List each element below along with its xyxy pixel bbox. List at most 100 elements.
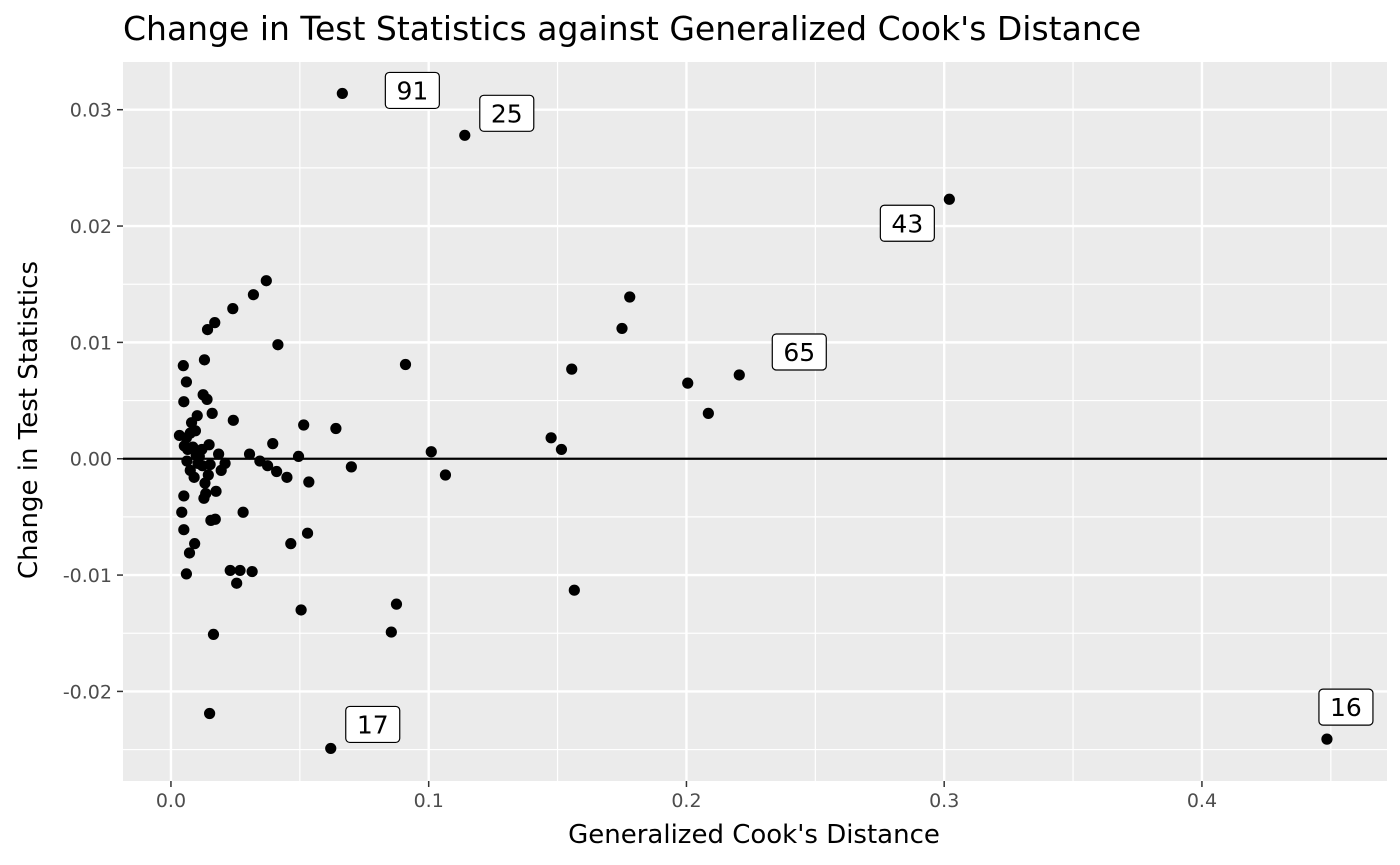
point-label-box xyxy=(479,94,535,132)
data-point xyxy=(399,358,412,371)
data-point xyxy=(624,291,636,303)
data-point xyxy=(204,458,216,471)
point-label: 17 xyxy=(345,705,401,744)
data-point xyxy=(702,407,714,419)
y-tick-label: -0.02 xyxy=(63,681,112,703)
point-label-text: 16 xyxy=(1330,693,1362,722)
data-point xyxy=(545,432,557,444)
y-tick-label: -0.01 xyxy=(63,565,112,587)
data-point xyxy=(336,87,348,100)
data-point xyxy=(459,129,471,141)
data-point xyxy=(271,465,283,478)
point-label-text: 91 xyxy=(396,76,428,105)
x-tick-label: 0.2 xyxy=(671,790,701,812)
y-tick-label: 0.02 xyxy=(70,216,112,238)
data-point xyxy=(292,450,305,463)
data-point xyxy=(555,443,568,456)
data-point xyxy=(566,363,578,375)
data-point xyxy=(201,323,214,336)
data-point xyxy=(204,707,216,720)
data-point xyxy=(439,469,452,481)
data-point xyxy=(1321,733,1333,745)
data-points xyxy=(173,87,1333,755)
data-point xyxy=(209,513,221,525)
data-point xyxy=(298,419,310,431)
x-tick-label: 0.3 xyxy=(929,790,959,812)
data-point xyxy=(219,457,231,469)
data-point xyxy=(209,317,221,329)
data-point xyxy=(231,577,243,589)
data-point xyxy=(301,527,314,539)
data-point xyxy=(390,598,403,610)
data-point xyxy=(267,438,279,450)
x-tick-label: 0.0 xyxy=(156,790,186,812)
point-label-box xyxy=(345,705,401,744)
data-point xyxy=(281,471,293,483)
data-point xyxy=(568,584,580,596)
data-point xyxy=(203,439,215,451)
data-point xyxy=(272,339,284,351)
data-point xyxy=(345,461,357,473)
point-label-box xyxy=(771,333,827,371)
data-point xyxy=(176,506,188,518)
data-point xyxy=(189,425,202,437)
data-point xyxy=(227,303,239,315)
point-label: 65 xyxy=(771,333,827,371)
data-point xyxy=(177,360,189,372)
data-point xyxy=(943,193,955,205)
point-label: 25 xyxy=(479,94,535,132)
data-point xyxy=(210,485,222,497)
point-label-box xyxy=(384,71,440,110)
data-point xyxy=(425,446,437,458)
data-point xyxy=(178,490,190,502)
data-point xyxy=(616,322,628,335)
data-point xyxy=(224,564,236,577)
point-labels: 91 25 43 65 17 16 xyxy=(345,71,1374,744)
data-point xyxy=(201,393,213,405)
data-point xyxy=(198,354,211,366)
point-label: 43 xyxy=(879,204,935,242)
y-axis-title: Change in Test Statistics xyxy=(14,261,44,579)
data-point xyxy=(261,460,274,472)
data-point xyxy=(206,407,218,419)
data-point xyxy=(243,448,256,460)
data-point xyxy=(183,547,196,559)
data-point xyxy=(247,289,260,301)
point-label: 16 xyxy=(1318,688,1374,726)
point-label-text: 65 xyxy=(783,338,815,367)
data-point xyxy=(191,410,203,422)
point-label: 91 xyxy=(384,71,440,110)
data-point xyxy=(330,422,342,435)
x-tick-label: 0.1 xyxy=(414,790,444,812)
data-point xyxy=(200,488,212,500)
panel-background xyxy=(123,62,1387,781)
data-point xyxy=(213,448,225,460)
chart-title: Change in Test Statistics against Genera… xyxy=(123,9,1141,48)
data-point xyxy=(188,471,200,483)
data-point xyxy=(227,414,239,426)
point-label-box xyxy=(879,204,935,242)
data-point xyxy=(181,455,193,467)
y-tick-label: 0.01 xyxy=(70,332,112,354)
data-point xyxy=(180,568,193,580)
point-label-box xyxy=(1318,688,1374,726)
data-point xyxy=(733,369,745,381)
data-point xyxy=(207,628,220,641)
plot-panel xyxy=(123,62,1387,781)
data-point xyxy=(682,377,694,389)
x-axis-title: Generalized Cook's Distance xyxy=(568,820,940,850)
data-point xyxy=(295,604,307,616)
x-tick-label: 0.4 xyxy=(1187,790,1217,812)
data-point xyxy=(303,476,315,488)
data-point xyxy=(178,396,190,408)
data-point xyxy=(180,376,193,388)
data-point xyxy=(385,626,397,638)
data-point xyxy=(234,564,246,577)
y-axis: -0.02 -0.01 0.00 0.01 0.02 0.03 xyxy=(63,100,123,703)
y-tick-label: 0.00 xyxy=(70,449,112,471)
data-point xyxy=(325,742,337,755)
point-label-text: 25 xyxy=(491,99,523,128)
data-point xyxy=(202,469,214,481)
data-point xyxy=(260,275,272,287)
